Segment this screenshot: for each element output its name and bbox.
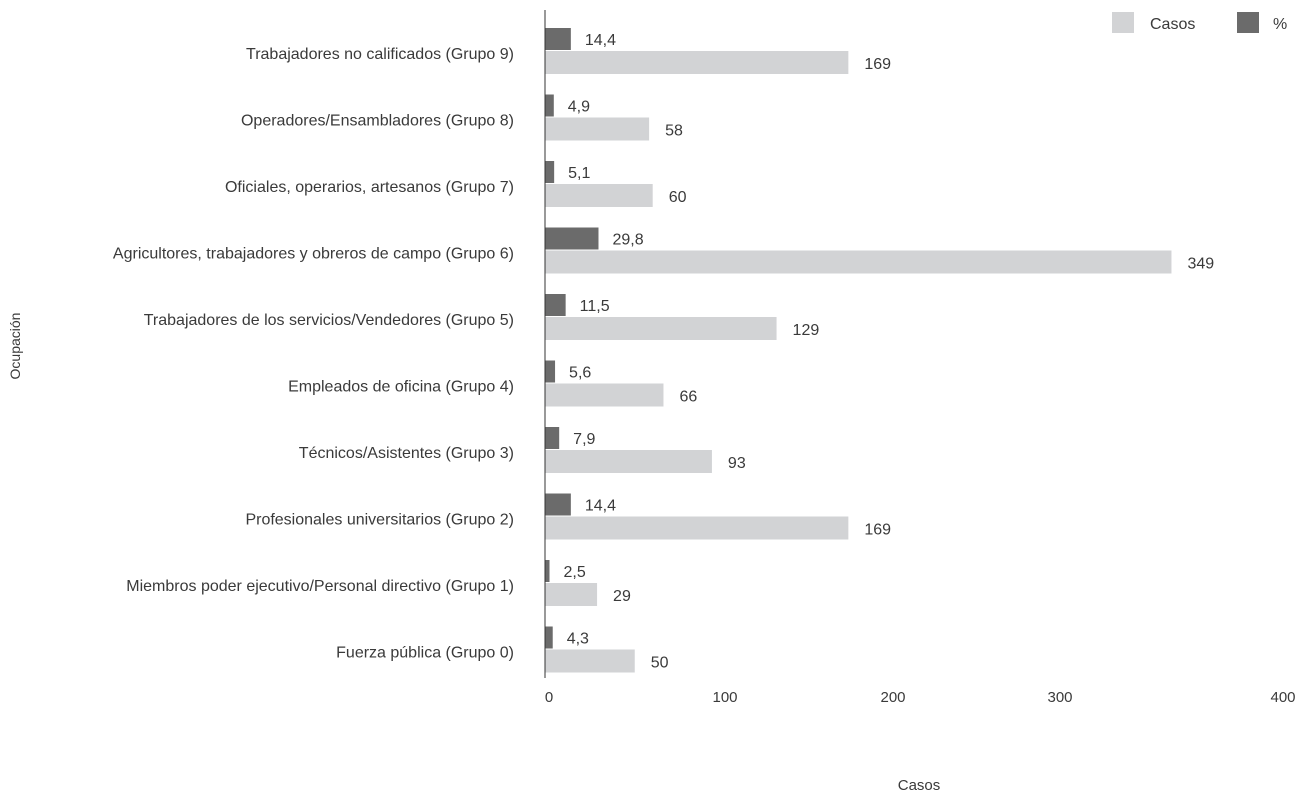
- bar-percent: [545, 427, 560, 449]
- y-axis-title: Ocupación: [7, 313, 23, 380]
- data-label-casos: 66: [679, 389, 697, 406]
- category-label: Miembros poder ejecutivo/Personal direct…: [126, 578, 514, 595]
- x-tick-label: 300: [1047, 689, 1072, 706]
- x-tick-label: 100: [712, 689, 737, 706]
- bar-percent: [545, 493, 571, 516]
- bar-casos: [545, 51, 849, 74]
- legend-label-casos: Casos: [1150, 16, 1195, 33]
- data-label-percent: 11,5: [580, 298, 610, 315]
- x-tick-labels: 0 100 200 300 400: [545, 689, 1296, 706]
- data-label-percent: 2,5: [563, 564, 585, 581]
- legend-swatch-percent: [1237, 12, 1259, 33]
- bar-percent: [545, 626, 553, 649]
- category-label: Operadores/Ensambladores (Grupo 8): [241, 113, 514, 130]
- data-label-casos: 169: [864, 522, 891, 539]
- legend-swatch-casos: [1112, 12, 1134, 33]
- data-label-casos: 169: [864, 56, 891, 73]
- data-label-percent: 14,4: [585, 32, 616, 49]
- legend: Casos %: [1112, 12, 1287, 33]
- data-label-percent: 4,9: [568, 99, 590, 116]
- data-label-casos: 29: [613, 588, 631, 605]
- category-label: Fuerza pública (Grupo 0): [336, 645, 514, 662]
- category-label: Trabajadores no calificados (Grupo 9): [246, 46, 514, 63]
- bars-layer: 14,4 169 4,9 58 5,1 60 29,8 349 11,5 129 5,6 66 7,9 9…: [545, 28, 1214, 673]
- category-labels: Trabajadores no calificados (Grupo 9) Ope…: [113, 46, 514, 662]
- category-label: Oficiales, operarios, artesanos (Grupo 7…: [225, 179, 514, 196]
- data-label-percent: 7,9: [573, 431, 595, 448]
- data-label-casos: 129: [793, 322, 820, 339]
- data-label-percent: 29,8: [612, 232, 643, 249]
- bar-casos: [545, 516, 849, 540]
- data-label-casos: 93: [728, 455, 746, 472]
- bar-casos: [545, 583, 598, 606]
- x-tick-label: 200: [880, 689, 905, 706]
- bar-casos: [545, 450, 712, 473]
- category-label: Técnicos/Asistentes (Grupo 3): [299, 445, 514, 462]
- bar-percent: [545, 28, 571, 50]
- bar-percent: [545, 360, 556, 383]
- data-label-percent: 4,3: [567, 631, 589, 648]
- data-label-casos: 60: [669, 189, 687, 206]
- category-label: Trabajadores de los servicios/Vendedores…: [144, 312, 514, 329]
- bar-percent: [545, 227, 599, 250]
- bar-percent: [545, 161, 555, 183]
- bar-casos: [545, 383, 664, 407]
- category-label: Agricultores, trabajadores y obreros de …: [113, 246, 514, 263]
- category-label: Empleados de oficina (Grupo 4): [288, 379, 514, 396]
- data-label-percent: 5,1: [568, 165, 590, 182]
- legend-label-percent: %: [1273, 16, 1287, 33]
- bar-casos: [545, 117, 650, 141]
- data-label-casos: 349: [1187, 256, 1214, 273]
- data-label-casos: 50: [651, 655, 669, 672]
- data-label-casos: 58: [665, 123, 683, 140]
- x-axis-title: Casos: [898, 777, 941, 794]
- bar-percent: [545, 294, 566, 316]
- bar-casos: [545, 184, 653, 207]
- category-label: Profesionales universitarios (Grupo 2): [245, 512, 514, 529]
- data-label-percent: 14,4: [585, 498, 616, 515]
- bar-casos: [545, 317, 777, 340]
- bar-percent: [545, 560, 550, 582]
- x-tick-label: 400: [1270, 689, 1295, 706]
- bar-percent: [545, 94, 554, 117]
- data-label-percent: 5,6: [569, 365, 591, 382]
- bar-casos: [545, 649, 635, 673]
- bar-casos: [545, 250, 1172, 274]
- x-tick-label: 0: [545, 689, 553, 706]
